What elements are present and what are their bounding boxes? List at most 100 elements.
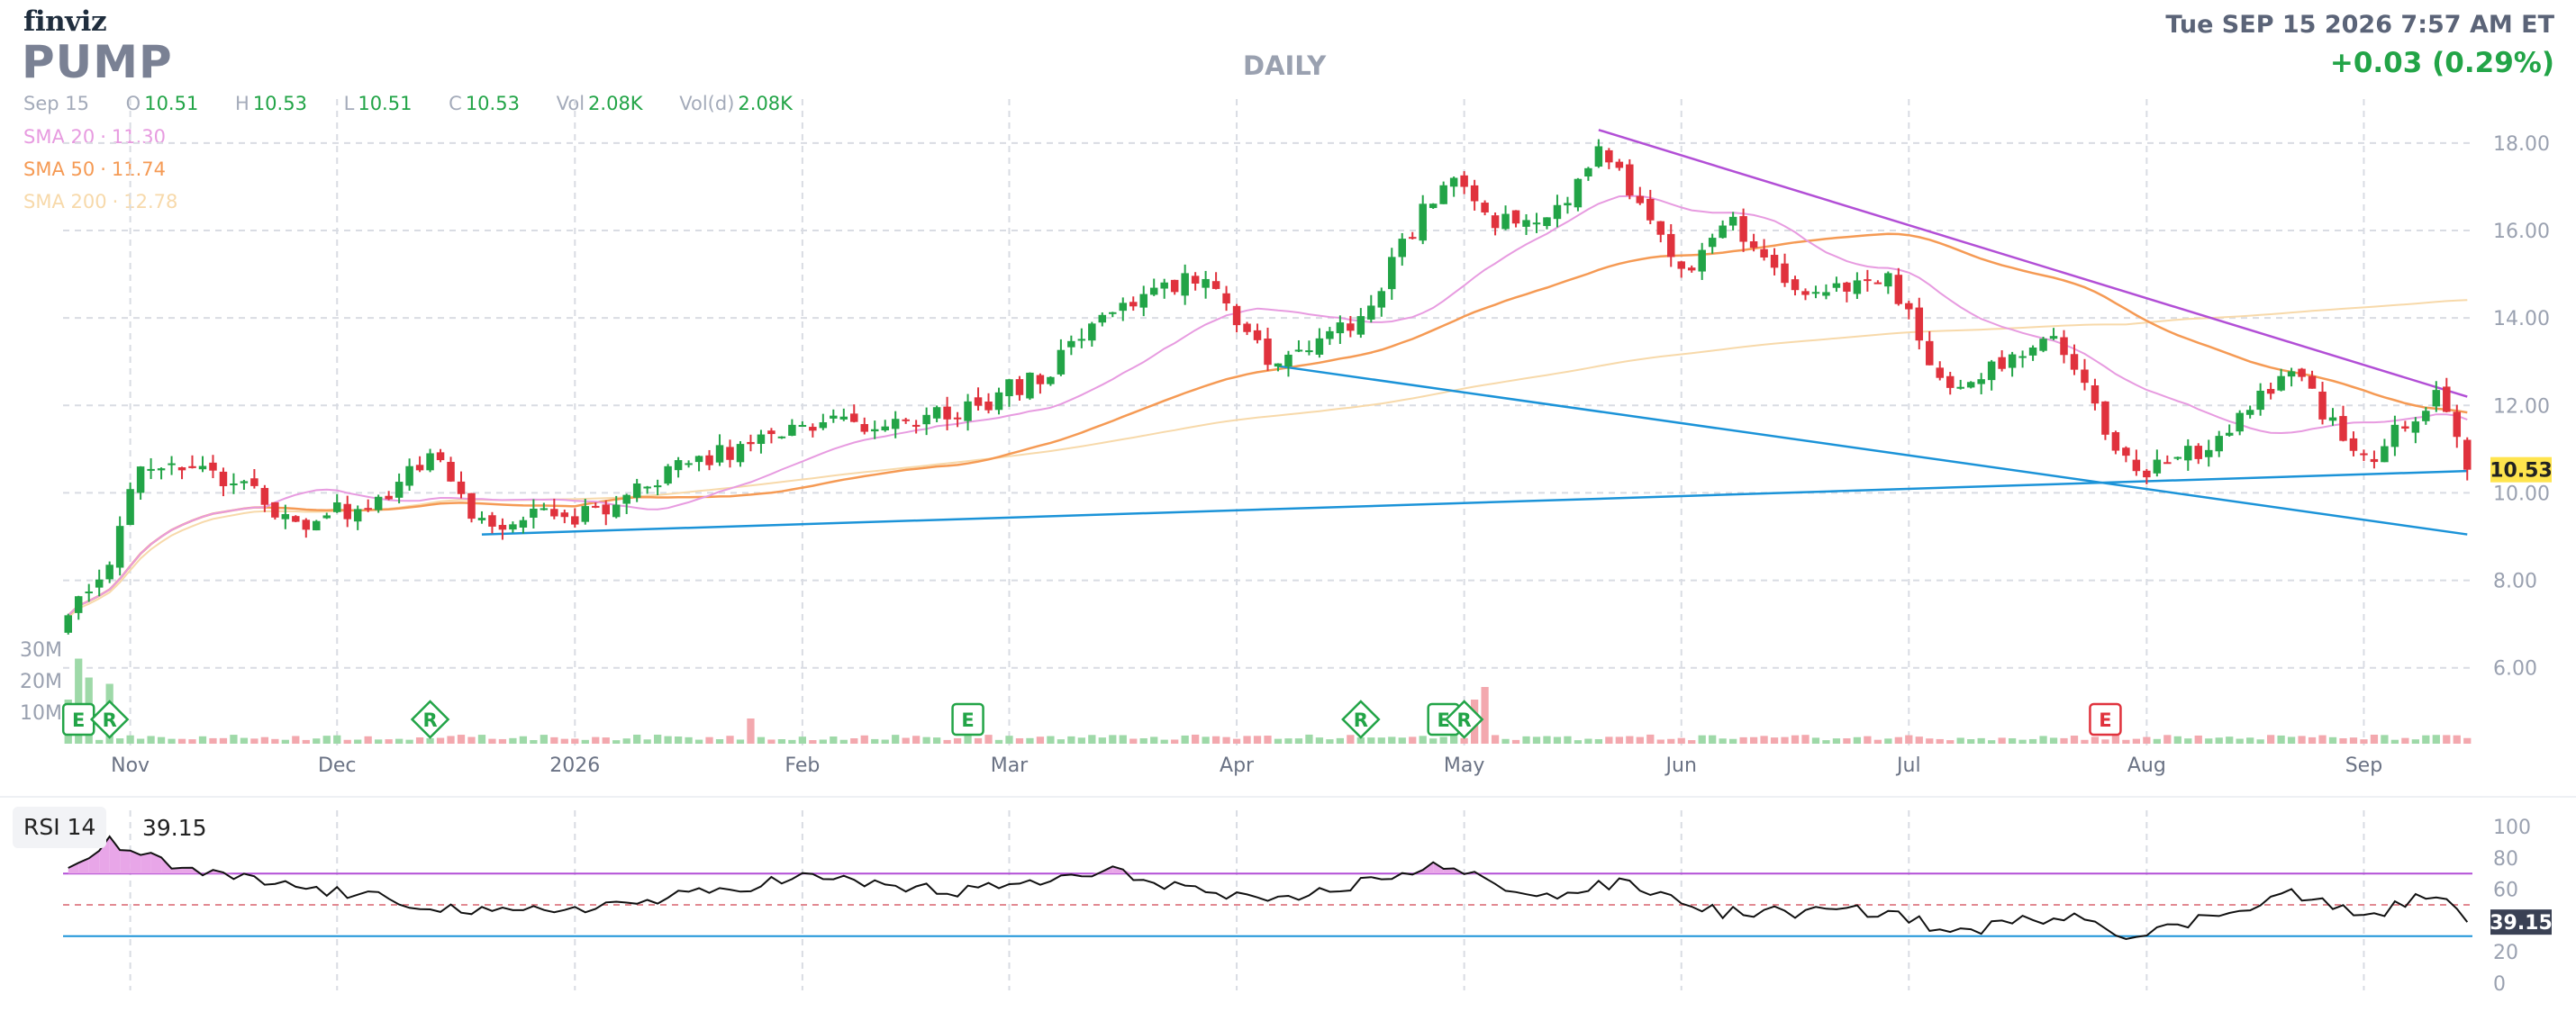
candle-body[interactable]: [2453, 411, 2462, 438]
candle-body[interactable]: [1843, 282, 1851, 292]
candle-body[interactable]: [126, 489, 134, 526]
candle-body[interactable]: [1408, 237, 1417, 239]
candle-body[interactable]: [1367, 305, 1375, 320]
sma20-legend[interactable]: SMA 20 · 11.30: [23, 126, 167, 148]
candle-body[interactable]: [1677, 261, 1685, 269]
candle-body[interactable]: [1222, 293, 1230, 304]
candle-body[interactable]: [1036, 375, 1045, 384]
candle-body[interactable]: [974, 397, 983, 406]
candle-body[interactable]: [767, 430, 776, 435]
candle-body[interactable]: [1864, 279, 1872, 282]
candle-body[interactable]: [1170, 279, 1179, 293]
candle-body[interactable]: [2060, 337, 2068, 356]
candle-body[interactable]: [1522, 220, 1530, 227]
candle-body[interactable]: [2236, 412, 2244, 432]
candle-body[interactable]: [870, 429, 879, 432]
candle-body[interactable]: [2360, 453, 2368, 456]
trendline[interactable]: [481, 469, 2468, 536]
candle-body[interactable]: [1926, 340, 1934, 366]
candle-body[interactable]: [788, 424, 796, 436]
candle-body[interactable]: [2091, 385, 2100, 404]
candle-body[interactable]: [860, 423, 869, 432]
candle-body[interactable]: [105, 565, 113, 580]
candle-body[interactable]: [198, 465, 207, 470]
candle-body[interactable]: [1181, 273, 1189, 296]
candle-body[interactable]: [1026, 372, 1034, 399]
candle-body[interactable]: [1728, 216, 1737, 226]
candle-body[interactable]: [209, 462, 217, 471]
candle-body[interactable]: [1470, 185, 1479, 202]
candle-body[interactable]: [1853, 280, 1862, 294]
candle-body[interactable]: [2463, 439, 2472, 470]
candle-body[interactable]: [1915, 307, 1924, 341]
candle-body[interactable]: [550, 509, 558, 517]
candle-body[interactable]: [994, 392, 1003, 411]
candle-body[interactable]: [622, 494, 630, 504]
revenue-marker[interactable]: R: [89, 700, 130, 739]
candle-body[interactable]: [736, 444, 745, 463]
candle-body[interactable]: [1077, 339, 1086, 341]
candle-body[interactable]: [726, 447, 734, 460]
candle-body[interactable]: [1719, 225, 1727, 239]
candle-body[interactable]: [705, 455, 713, 465]
candle-body[interactable]: [332, 502, 341, 512]
candle-body[interactable]: [850, 413, 858, 422]
candle-body[interactable]: [2081, 369, 2089, 384]
trendline[interactable]: [1277, 365, 2468, 536]
candle-body[interactable]: [467, 492, 476, 520]
candle-body[interactable]: [2049, 336, 2058, 339]
candle-body[interactable]: [2204, 449, 2213, 457]
candle-body[interactable]: [757, 434, 766, 444]
candle-body[interactable]: [1047, 376, 1055, 384]
candle-body[interactable]: [64, 615, 72, 633]
candle-body[interactable]: [1749, 241, 1758, 248]
candle-body[interactable]: [1388, 257, 1396, 290]
candle-body[interactable]: [1822, 292, 1830, 296]
candle-body[interactable]: [1274, 363, 1283, 367]
candle-body[interactable]: [1119, 303, 1128, 312]
candle-body[interactable]: [2422, 411, 2430, 421]
candle-body[interactable]: [984, 402, 993, 411]
candle-body[interactable]: [1139, 294, 1147, 308]
candle-body[interactable]: [1191, 276, 1200, 284]
candle-body[interactable]: [1098, 314, 1107, 323]
candle-body[interactable]: [2328, 417, 2337, 421]
candle-body[interactable]: [385, 495, 393, 500]
candle-body[interactable]: [1449, 177, 1458, 187]
candle-body[interactable]: [115, 526, 124, 568]
candle-body[interactable]: [1419, 203, 1427, 241]
candle-body[interactable]: [168, 463, 176, 465]
candle-body[interactable]: [632, 483, 641, 498]
candle-body[interactable]: [1946, 375, 1955, 388]
candle-body[interactable]: [1801, 291, 1810, 295]
candle-body[interactable]: [188, 465, 196, 468]
candle-body[interactable]: [2390, 424, 2399, 447]
candle-body[interactable]: [685, 463, 693, 465]
candle-body[interactable]: [964, 401, 972, 421]
candle-body[interactable]: [1687, 267, 1696, 271]
candle-body[interactable]: [415, 465, 424, 471]
candle-body[interactable]: [1243, 323, 1251, 332]
candle-body[interactable]: [2111, 432, 2120, 451]
candle-body[interactable]: [1770, 255, 1779, 268]
candle-body[interactable]: [1791, 279, 1800, 291]
candle-body[interactable]: [2443, 386, 2451, 412]
candle-body[interactable]: [230, 483, 238, 485]
candle-body[interactable]: [2349, 438, 2358, 451]
candle-body[interactable]: [364, 508, 372, 511]
candle-body[interactable]: [881, 426, 889, 431]
candle-body[interactable]: [943, 406, 951, 420]
candle-body[interactable]: [1636, 195, 1645, 203]
candle-body[interactable]: [953, 417, 962, 420]
candle-body[interactable]: [2039, 339, 2047, 351]
candle-body[interactable]: [240, 481, 249, 483]
candle-body[interactable]: [147, 468, 155, 471]
candle-body[interactable]: [271, 501, 279, 518]
candle-body[interactable]: [1326, 330, 1334, 339]
candle-body[interactable]: [1977, 379, 1985, 384]
candle-body[interactable]: [488, 515, 496, 527]
candle-body[interactable]: [1149, 287, 1158, 295]
candle-body[interactable]: [839, 416, 848, 420]
revenue-marker[interactable]: R: [1341, 700, 1381, 739]
